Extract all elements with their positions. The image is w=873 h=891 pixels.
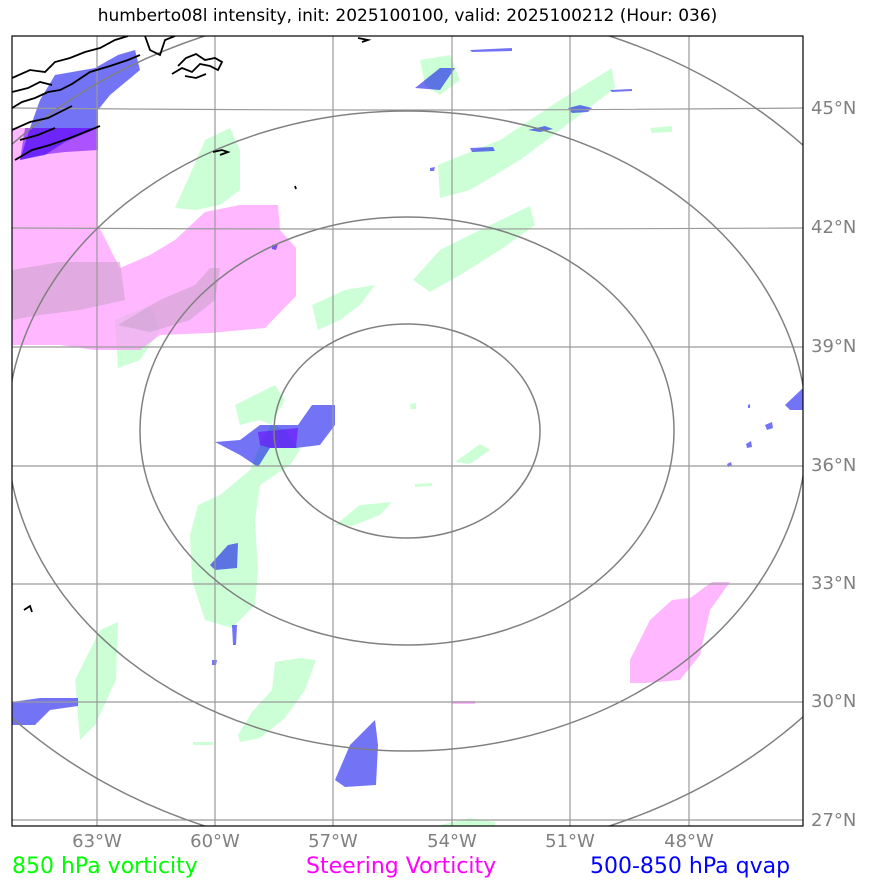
qvap-dense-fill: [20, 128, 298, 448]
lon-label-54w: 54°W: [427, 831, 477, 852]
lat-label-36n: 36°N: [811, 455, 857, 476]
axes-frame: [11, 35, 804, 827]
legend-steering-vorticity: Steering Vorticity: [306, 854, 497, 879]
lon-label-51w: 51°W: [545, 831, 595, 852]
range-rings: [12, 36, 803, 826]
lat-label-39n: 39°N: [811, 336, 857, 357]
lat-label-33n: 33°N: [811, 573, 857, 594]
lat-label-27n: 27°N: [811, 810, 857, 831]
lat-label-42n: 42°N: [811, 217, 857, 238]
coastline: [12, 36, 372, 613]
steering-vorticity-fill: [12, 128, 730, 704]
plot-title: humberto08l intensity, init: 2025100100,…: [97, 6, 718, 26]
legend-qvap: 500-850 hPa qvap: [590, 854, 791, 879]
lon-label-48w: 48°W: [664, 831, 714, 852]
lat-label-45n: 45°N: [811, 98, 857, 119]
vorticity-850-fill: [75, 55, 672, 826]
legend-850-vorticity: 850 hPa vorticity: [12, 854, 198, 879]
graticule: [12, 36, 803, 826]
lon-label-60w: 60°W: [190, 831, 240, 852]
lat-label-30n: 30°N: [811, 691, 857, 712]
lon-label-63w: 63°W: [72, 831, 122, 852]
lon-label-57w: 57°W: [308, 831, 358, 852]
qvap-fill: [12, 48, 803, 787]
